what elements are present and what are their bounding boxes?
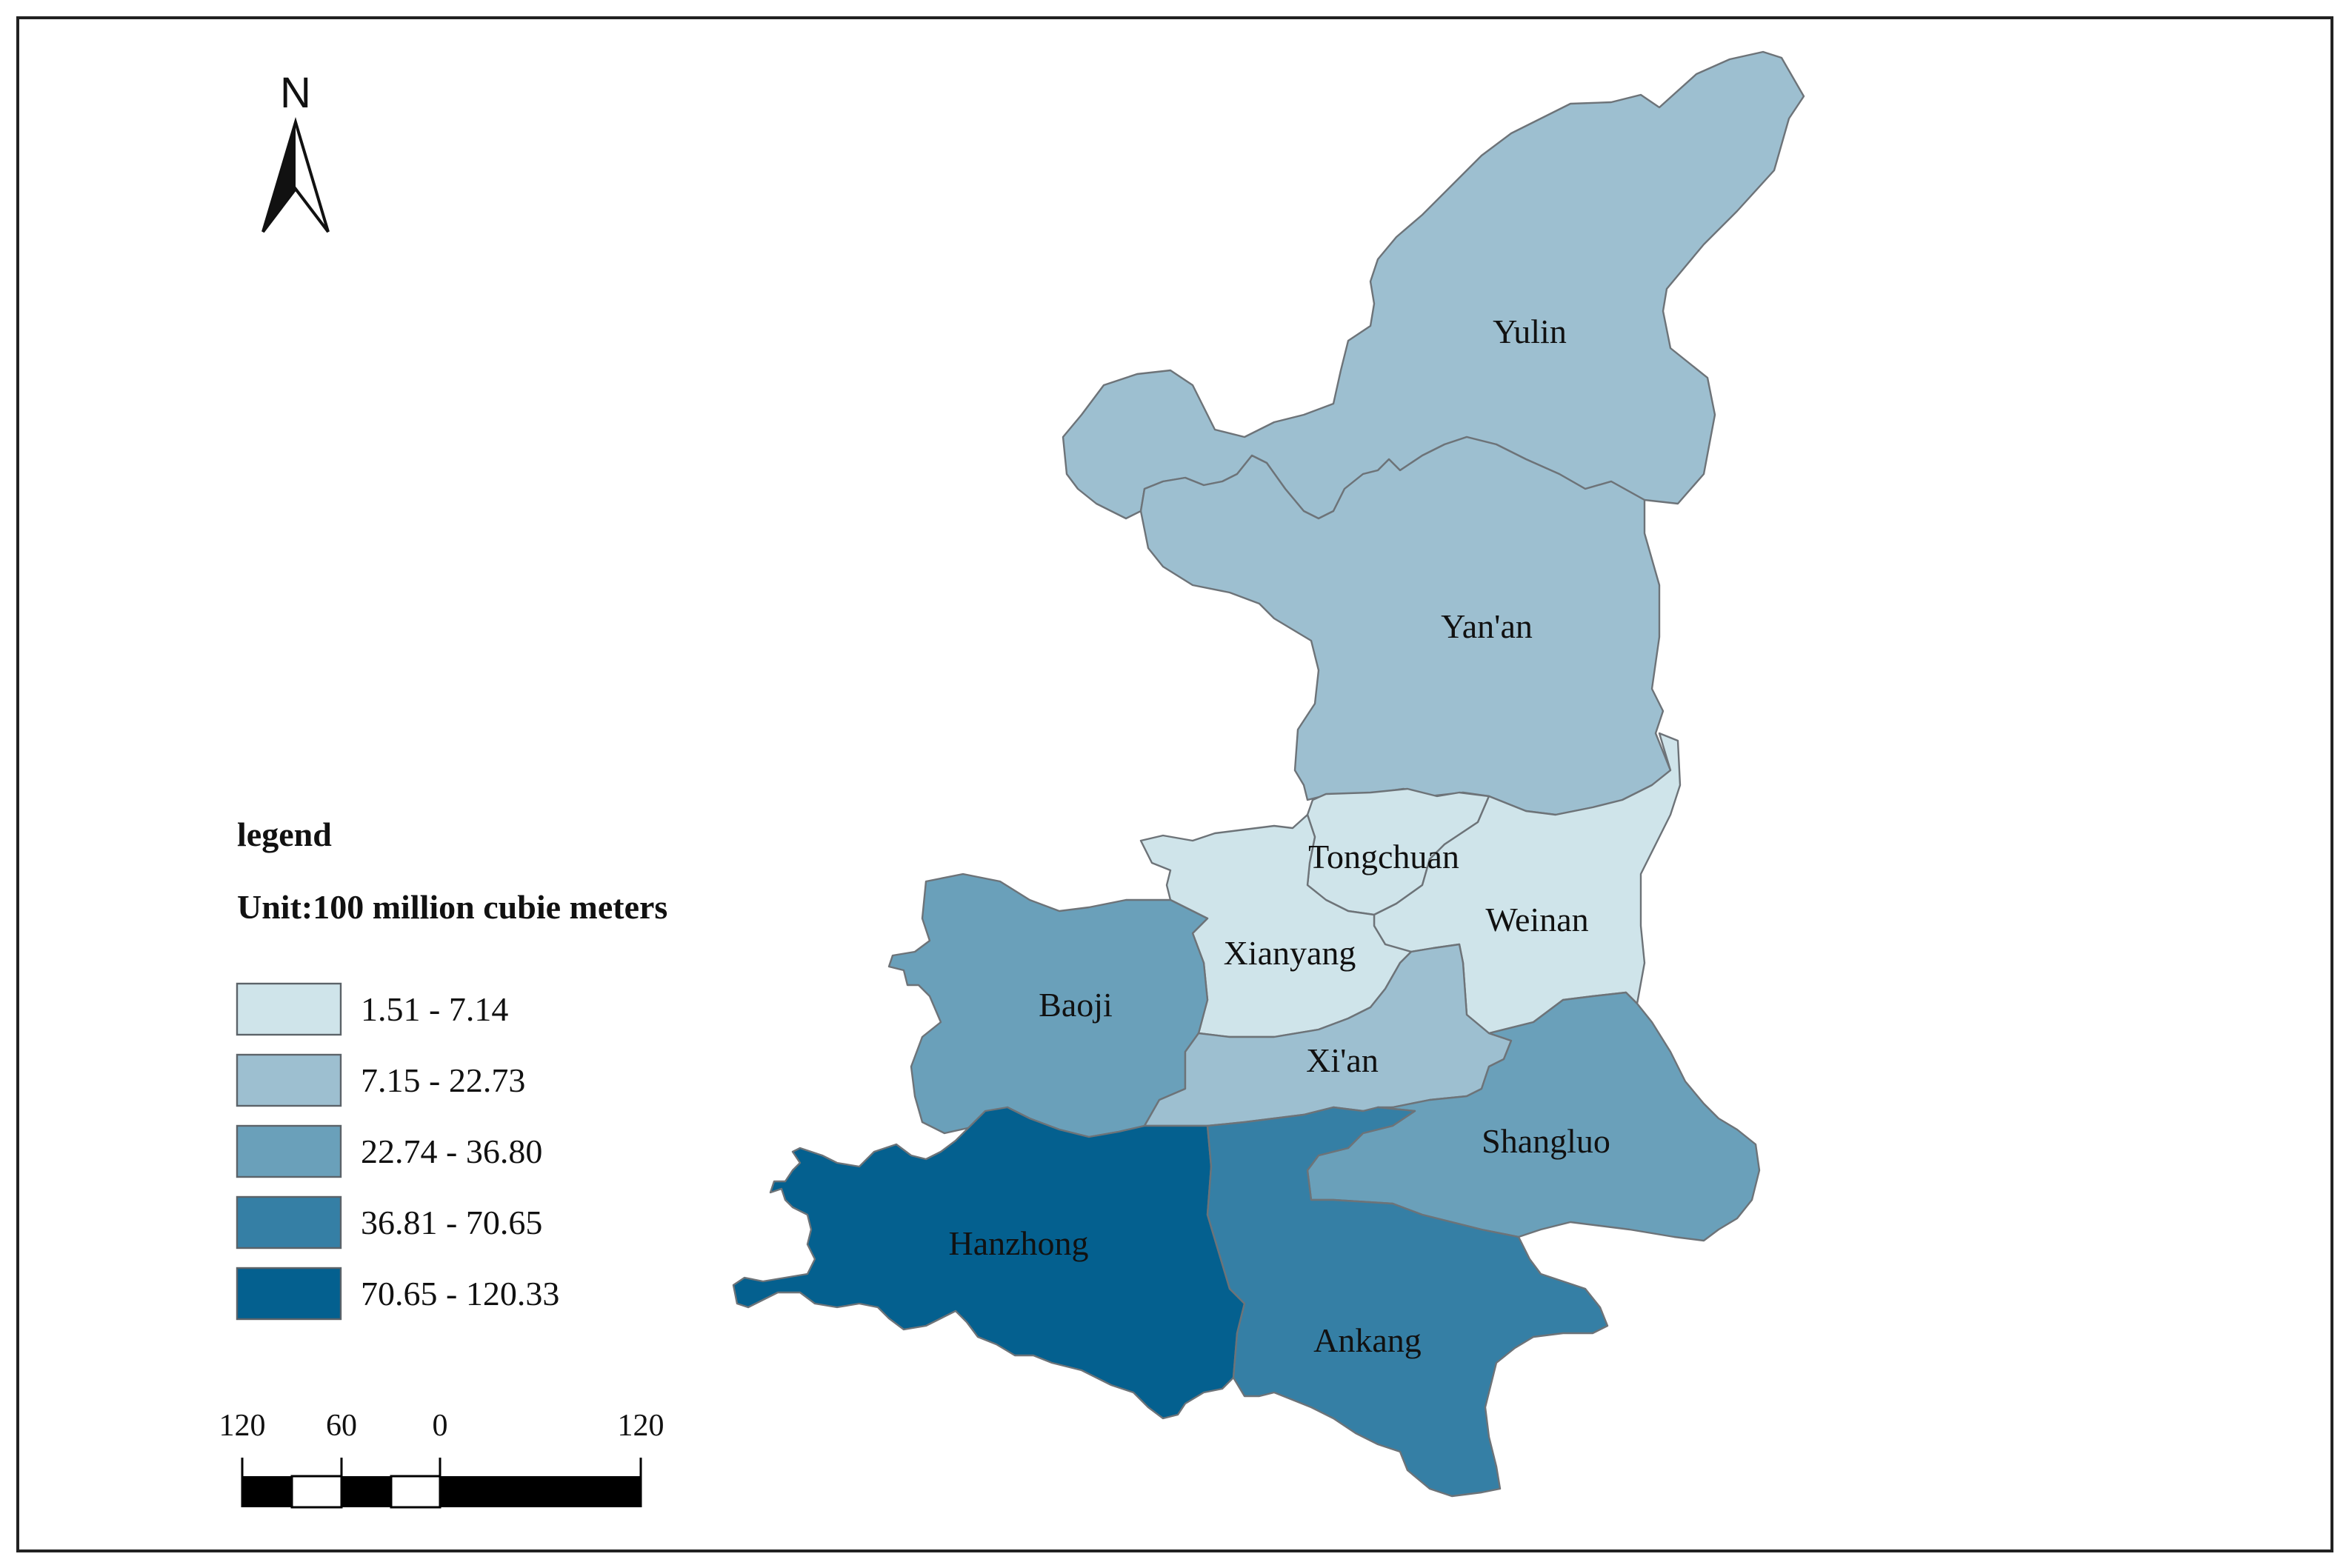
scale-label: 0 bbox=[433, 1409, 448, 1443]
legend-label: 70.65 - 120.33 bbox=[361, 1275, 559, 1312]
legend-swatch bbox=[236, 1053, 342, 1107]
north-label: N bbox=[280, 69, 311, 117]
region-label-tongchuan: Tongchuan bbox=[1308, 838, 1459, 875]
scale-label: 60 bbox=[326, 1409, 357, 1443]
region-label-weinan: Weinan bbox=[1485, 901, 1588, 938]
region-label-shangluo: Shangluo bbox=[1482, 1122, 1610, 1160]
region-label-xianyang: Xianyang bbox=[1224, 934, 1356, 972]
region-label-baoji: Baoji bbox=[1039, 986, 1113, 1024]
scale-segment bbox=[242, 1476, 292, 1507]
legend-title: legend bbox=[237, 815, 332, 853]
legend-label: 36.81 - 70.65 bbox=[361, 1204, 542, 1241]
region-label-ankang: Ankang bbox=[1313, 1321, 1422, 1359]
region-layer bbox=[732, 50, 1805, 1498]
legend-label: 1.51 - 7.14 bbox=[361, 990, 508, 1028]
legend-swatch bbox=[236, 1267, 342, 1321]
region-yanan bbox=[1139, 436, 1672, 816]
region-label-xian: Xi'an bbox=[1306, 1041, 1379, 1079]
region-label-yulin: Yulin bbox=[1493, 313, 1567, 350]
north-arrow: N bbox=[261, 69, 330, 233]
legend-swatch bbox=[236, 1195, 342, 1250]
scale-segment bbox=[341, 1476, 391, 1507]
region-label-yanan: Yan'an bbox=[1441, 607, 1533, 645]
legend-label: 7.15 - 22.73 bbox=[361, 1061, 525, 1099]
scale-segment bbox=[290, 1475, 343, 1509]
region-label-layer: Yulin Yan'an Tongchuan Weinan Xianyang B… bbox=[948, 313, 1610, 1359]
north-arrow-shade bbox=[263, 122, 296, 232]
scale-segment bbox=[440, 1476, 641, 1507]
legend: legend Unit:100 million cubie meters 1.5… bbox=[236, 815, 667, 1321]
region-ankang bbox=[1206, 1106, 1609, 1498]
region-label-hanzhong: Hanzhong bbox=[948, 1224, 1088, 1262]
legend-unit: Unit:100 million cubie meters bbox=[237, 888, 667, 926]
scale-bar: 120 60 0 120 bbox=[219, 1409, 664, 1509]
scale-label: 120 bbox=[219, 1409, 266, 1443]
scale-label: 120 bbox=[618, 1409, 664, 1443]
legend-label: 22.74 - 36.80 bbox=[361, 1132, 542, 1170]
legend-swatch bbox=[236, 982, 342, 1036]
scale-segment bbox=[390, 1475, 442, 1509]
legend-swatch bbox=[236, 1124, 342, 1178]
